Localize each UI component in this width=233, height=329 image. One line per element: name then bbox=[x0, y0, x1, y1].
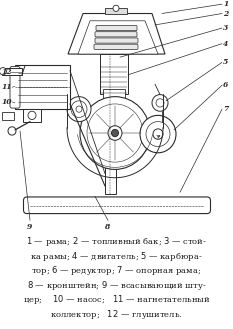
Bar bbox=[2, 112, 14, 119]
Circle shape bbox=[152, 94, 168, 111]
Text: 4: 4 bbox=[223, 40, 228, 48]
Bar bbox=[2, 67, 22, 75]
Text: 11: 11 bbox=[2, 83, 13, 91]
Circle shape bbox=[113, 5, 119, 12]
Text: 3: 3 bbox=[223, 24, 228, 32]
Polygon shape bbox=[78, 21, 158, 54]
Circle shape bbox=[8, 127, 16, 135]
Bar bbox=[15, 65, 70, 109]
Circle shape bbox=[146, 122, 170, 146]
Circle shape bbox=[80, 97, 150, 169]
Bar bbox=[100, 54, 128, 93]
Circle shape bbox=[71, 101, 87, 117]
FancyBboxPatch shape bbox=[10, 66, 20, 108]
Text: 5: 5 bbox=[223, 58, 228, 66]
Text: коллектор;   $\mathit{12}$ — глушитель.: коллектор; $\mathit{12}$ — глушитель. bbox=[50, 308, 183, 321]
Text: 12: 12 bbox=[2, 68, 13, 76]
Bar bbox=[23, 109, 41, 122]
Circle shape bbox=[108, 126, 122, 140]
Circle shape bbox=[67, 97, 91, 122]
Text: $\mathit{1}$ — рама; $\mathit{2}$ — топливный бак; $\mathit{3}$ — стой-: $\mathit{1}$ — рама; $\mathit{2}$ — топл… bbox=[26, 235, 207, 248]
Circle shape bbox=[140, 115, 176, 153]
Text: 6: 6 bbox=[223, 81, 228, 89]
Text: тор; $\mathit{6}$ — редуктор; $\mathit{7}$ — опорная рама;: тор; $\mathit{6}$ — редуктор; $\mathit{7… bbox=[31, 264, 202, 277]
Text: $\mathit{8}$ — кронштейн; $\mathit{9}$ — всасывающий шту-: $\mathit{8}$ — кронштейн; $\mathit{9}$ —… bbox=[27, 279, 206, 292]
Circle shape bbox=[76, 106, 82, 112]
Text: 7: 7 bbox=[223, 105, 228, 113]
Text: 8: 8 bbox=[104, 223, 110, 232]
Circle shape bbox=[0, 67, 7, 75]
FancyBboxPatch shape bbox=[95, 32, 137, 37]
Text: 10: 10 bbox=[2, 98, 13, 106]
Circle shape bbox=[156, 99, 164, 107]
Polygon shape bbox=[68, 13, 165, 54]
Text: 1: 1 bbox=[223, 0, 228, 8]
Text: 9: 9 bbox=[26, 223, 32, 232]
Circle shape bbox=[112, 129, 119, 137]
Circle shape bbox=[153, 129, 163, 139]
FancyBboxPatch shape bbox=[94, 44, 138, 49]
FancyBboxPatch shape bbox=[24, 197, 210, 214]
FancyBboxPatch shape bbox=[96, 25, 137, 31]
Bar bbox=[103, 89, 125, 98]
Text: 2: 2 bbox=[223, 10, 228, 17]
FancyBboxPatch shape bbox=[95, 38, 138, 43]
Bar bbox=[105, 54, 116, 194]
Text: цер;    $\mathit{10}$ — насос;   $\mathit{11}$ — нагнетательный: цер; $\mathit{10}$ — насос; $\mathit{11}… bbox=[23, 293, 210, 306]
Circle shape bbox=[28, 111, 36, 119]
Bar bbox=[105, 8, 127, 13]
Text: ка рамы; $\mathit{4}$ — двигатель; $\mathit{5}$ — карбюра-: ка рамы; $\mathit{4}$ — двигатель; $\mat… bbox=[30, 250, 203, 263]
Circle shape bbox=[87, 104, 143, 162]
